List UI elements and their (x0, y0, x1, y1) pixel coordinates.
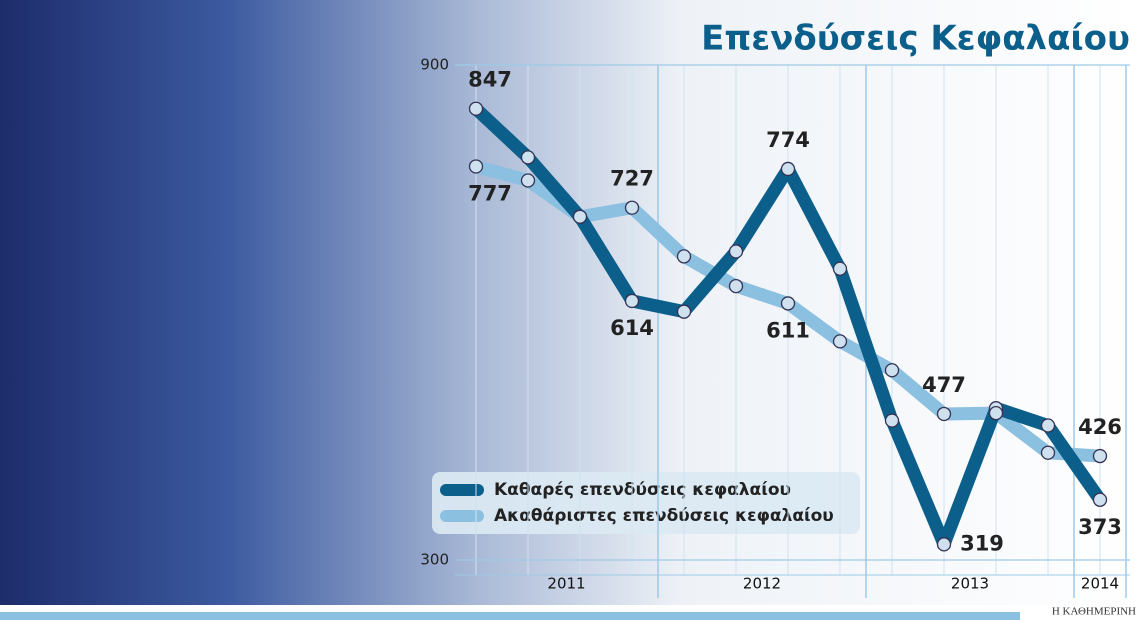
data-point (626, 294, 639, 307)
x-group-label: 2013 (951, 575, 989, 593)
data-label: 373 (1078, 515, 1122, 539)
data-label: 614 (610, 316, 654, 340)
data-point (626, 201, 639, 214)
data-point (678, 305, 691, 318)
data-point (886, 414, 899, 427)
y-tick-label: 300 (420, 551, 449, 569)
data-point (834, 335, 847, 348)
legend: Καθαρές επενδύσεις κεφαλαίου Ακαθάριστες … (432, 472, 860, 534)
data-point (782, 162, 795, 175)
data-point (1042, 446, 1055, 459)
data-point (470, 160, 483, 173)
data-point (730, 280, 743, 293)
footer-bar (0, 612, 1020, 620)
x-group-label: 2012 (743, 575, 781, 593)
data-point (938, 407, 951, 420)
legend-label: Ακαθάριστες επενδύσεις κεφαλαίου (494, 506, 834, 526)
data-label: 611 (766, 318, 810, 342)
legend-label: Καθαρές επενδύσεις κεφαλαίου (494, 480, 791, 500)
data-point (730, 245, 743, 258)
source: Η ΚΑΘΗΜΕΡΙΝΗ (1052, 606, 1136, 618)
chart-title: Επενδύσεις Κεφαλαίου (701, 19, 1130, 59)
data-point (522, 174, 535, 187)
x-group-label: 2014 (1081, 575, 1119, 593)
chart: Επενδύσεις Κεφαλαίου Η ΚΑΘΗΜΕΡΙΝΗ Καθαρέ… (0, 0, 1136, 620)
data-point (782, 297, 795, 310)
data-label: 847 (468, 68, 512, 92)
data-point (938, 538, 951, 551)
data-point (834, 262, 847, 275)
data-point (990, 407, 1003, 420)
x-group-label: 2011 (547, 575, 585, 593)
data-label: 727 (610, 167, 654, 191)
data-point (1094, 493, 1107, 506)
data-point (470, 102, 483, 115)
data-label: 774 (766, 128, 810, 152)
data-label: 477 (922, 373, 966, 397)
data-point (1094, 450, 1107, 463)
data-point (886, 364, 899, 377)
data-label: 777 (468, 181, 512, 205)
data-point (1042, 419, 1055, 432)
data-label: 426 (1078, 415, 1122, 439)
data-point (678, 250, 691, 263)
data-point (522, 151, 535, 164)
y-tick-label: 900 (420, 56, 449, 74)
data-point (574, 210, 587, 223)
data-label: 319 (960, 531, 1004, 555)
